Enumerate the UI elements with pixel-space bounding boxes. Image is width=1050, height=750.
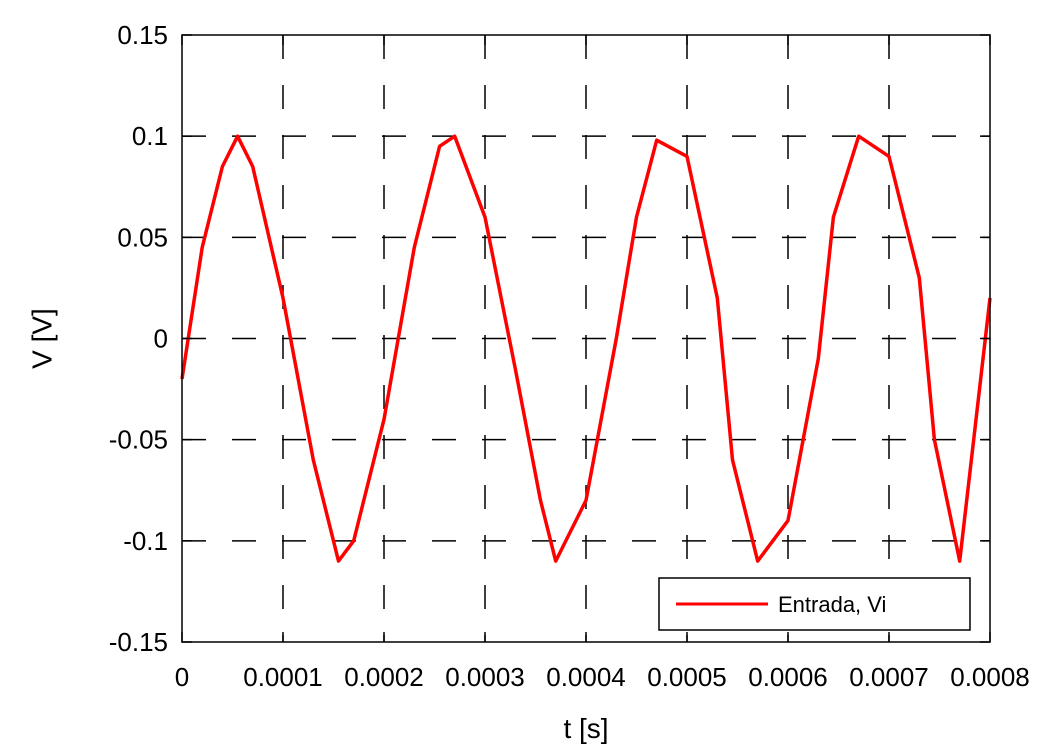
grid (182, 35, 990, 642)
x-tick-label: 0.0005 (647, 662, 727, 692)
y-axis-title: V [V] (26, 308, 57, 369)
y-tick-label: 0.05 (117, 222, 168, 252)
x-axis-title: t [s] (563, 713, 608, 744)
x-tick-label: 0 (175, 662, 189, 692)
x-tick-label: 0.0002 (344, 662, 424, 692)
y-tick-label: -0.15 (109, 627, 168, 657)
x-tick-label: 0.0001 (243, 662, 323, 692)
x-tick-label: 0.0004 (546, 662, 626, 692)
x-tick-label: 0.0003 (445, 662, 525, 692)
ticks: 0 0.0001 0.0002 0.0003 0.0004 0.0005 0.0006 0.0… (109, 20, 1030, 692)
y-tick-label: -0.05 (109, 425, 168, 455)
series-line (180, 134, 992, 563)
y-tick-label: 0 (154, 324, 168, 354)
x-tick-label: 0.0008 (950, 662, 1030, 692)
y-tick-label: 0.1 (132, 121, 168, 151)
x-tick-label: 0.0007 (849, 662, 929, 692)
legend: Entrada, Vi (658, 577, 971, 631)
legend-label: Entrada, Vi (778, 592, 886, 617)
y-tick-label: 0.15 (117, 20, 168, 50)
y-tick-label: -0.1 (123, 526, 168, 556)
x-tick-label: 0.0006 (748, 662, 828, 692)
series-layer (180, 134, 992, 563)
